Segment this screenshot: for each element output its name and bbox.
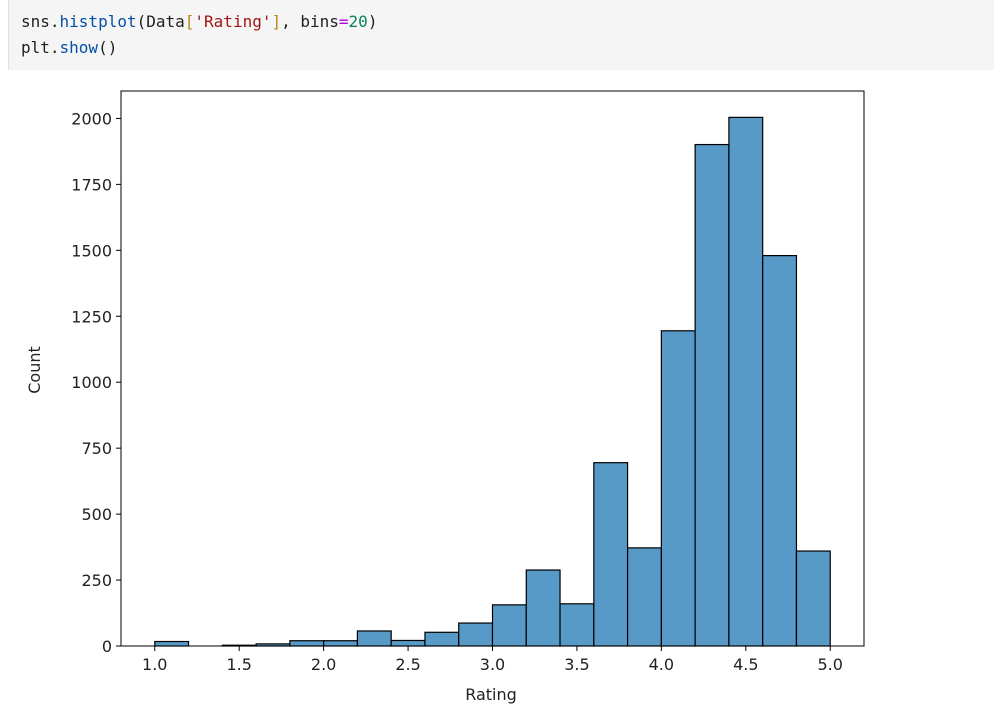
code-cell[interactable]: sns.histplot(Data['Rating'], bins=20) plt… bbox=[8, 0, 994, 70]
y-tick-label: 1500 bbox=[71, 241, 112, 260]
x-tick-label: 4.5 bbox=[733, 655, 758, 674]
x-tick-label: 5.0 bbox=[818, 655, 843, 674]
x-tick-label: 2.5 bbox=[395, 655, 420, 674]
code-token: = bbox=[338, 12, 349, 31]
code-token: (Data bbox=[136, 12, 185, 31]
code-line: sns.histplot(Data['Rating'], bins=20) bbox=[21, 9, 377, 35]
y-tick-label: 250 bbox=[81, 571, 112, 590]
bar bbox=[424, 631, 460, 647]
x-tick-label: 3.0 bbox=[480, 655, 505, 674]
y-tick-label: 0 bbox=[102, 637, 112, 656]
x-tick-label: 2.0 bbox=[311, 655, 336, 674]
bar bbox=[289, 640, 325, 647]
code-token: ) bbox=[367, 12, 378, 31]
x-tick-label: 1.0 bbox=[142, 655, 167, 674]
bar bbox=[694, 143, 730, 647]
bar bbox=[795, 550, 831, 647]
code-token: show bbox=[59, 38, 99, 57]
bar bbox=[525, 569, 561, 647]
bar bbox=[356, 630, 392, 647]
y-tick-label: 750 bbox=[81, 439, 112, 458]
x-tick-label: 4.0 bbox=[649, 655, 674, 674]
y-tick-label: 1250 bbox=[71, 307, 112, 326]
code-token: plt. bbox=[21, 38, 60, 57]
code-token: ] bbox=[271, 12, 282, 31]
bar bbox=[390, 639, 426, 647]
code-line: plt.show() bbox=[21, 35, 377, 61]
code-token: sns. bbox=[21, 12, 60, 31]
bar bbox=[660, 330, 696, 647]
code-token: [ bbox=[184, 12, 195, 31]
bar bbox=[323, 640, 359, 647]
y-tick-label: 1750 bbox=[71, 175, 112, 194]
chart: Rating Count 0 250 500 750 1000 1250 1500 1750 2… bbox=[25, 90, 865, 704]
code-token: 20 bbox=[348, 12, 368, 31]
bar bbox=[762, 255, 798, 647]
y-tick-label: 1000 bbox=[71, 373, 112, 392]
code-token: histplot bbox=[59, 12, 137, 31]
y-tick-label: 2000 bbox=[71, 109, 112, 128]
bar bbox=[626, 547, 662, 647]
bar bbox=[491, 604, 527, 647]
bar bbox=[728, 116, 764, 647]
y-tick-label: 500 bbox=[81, 505, 112, 524]
x-tick-label: 1.5 bbox=[226, 655, 251, 674]
x-axis-label: Rating bbox=[465, 685, 517, 704]
code-token: , bins bbox=[281, 12, 339, 31]
code-token: () bbox=[98, 38, 118, 57]
code: sns.histplot(Data['Rating'], bins=20) plt… bbox=[21, 9, 377, 61]
bar bbox=[458, 622, 494, 647]
y-axis-label: Count bbox=[25, 346, 44, 394]
bar bbox=[559, 603, 595, 647]
x-tick-label: 3.5 bbox=[564, 655, 589, 674]
bar bbox=[593, 462, 629, 647]
bar bbox=[154, 640, 190, 647]
code-token: 'Rating' bbox=[194, 12, 272, 31]
